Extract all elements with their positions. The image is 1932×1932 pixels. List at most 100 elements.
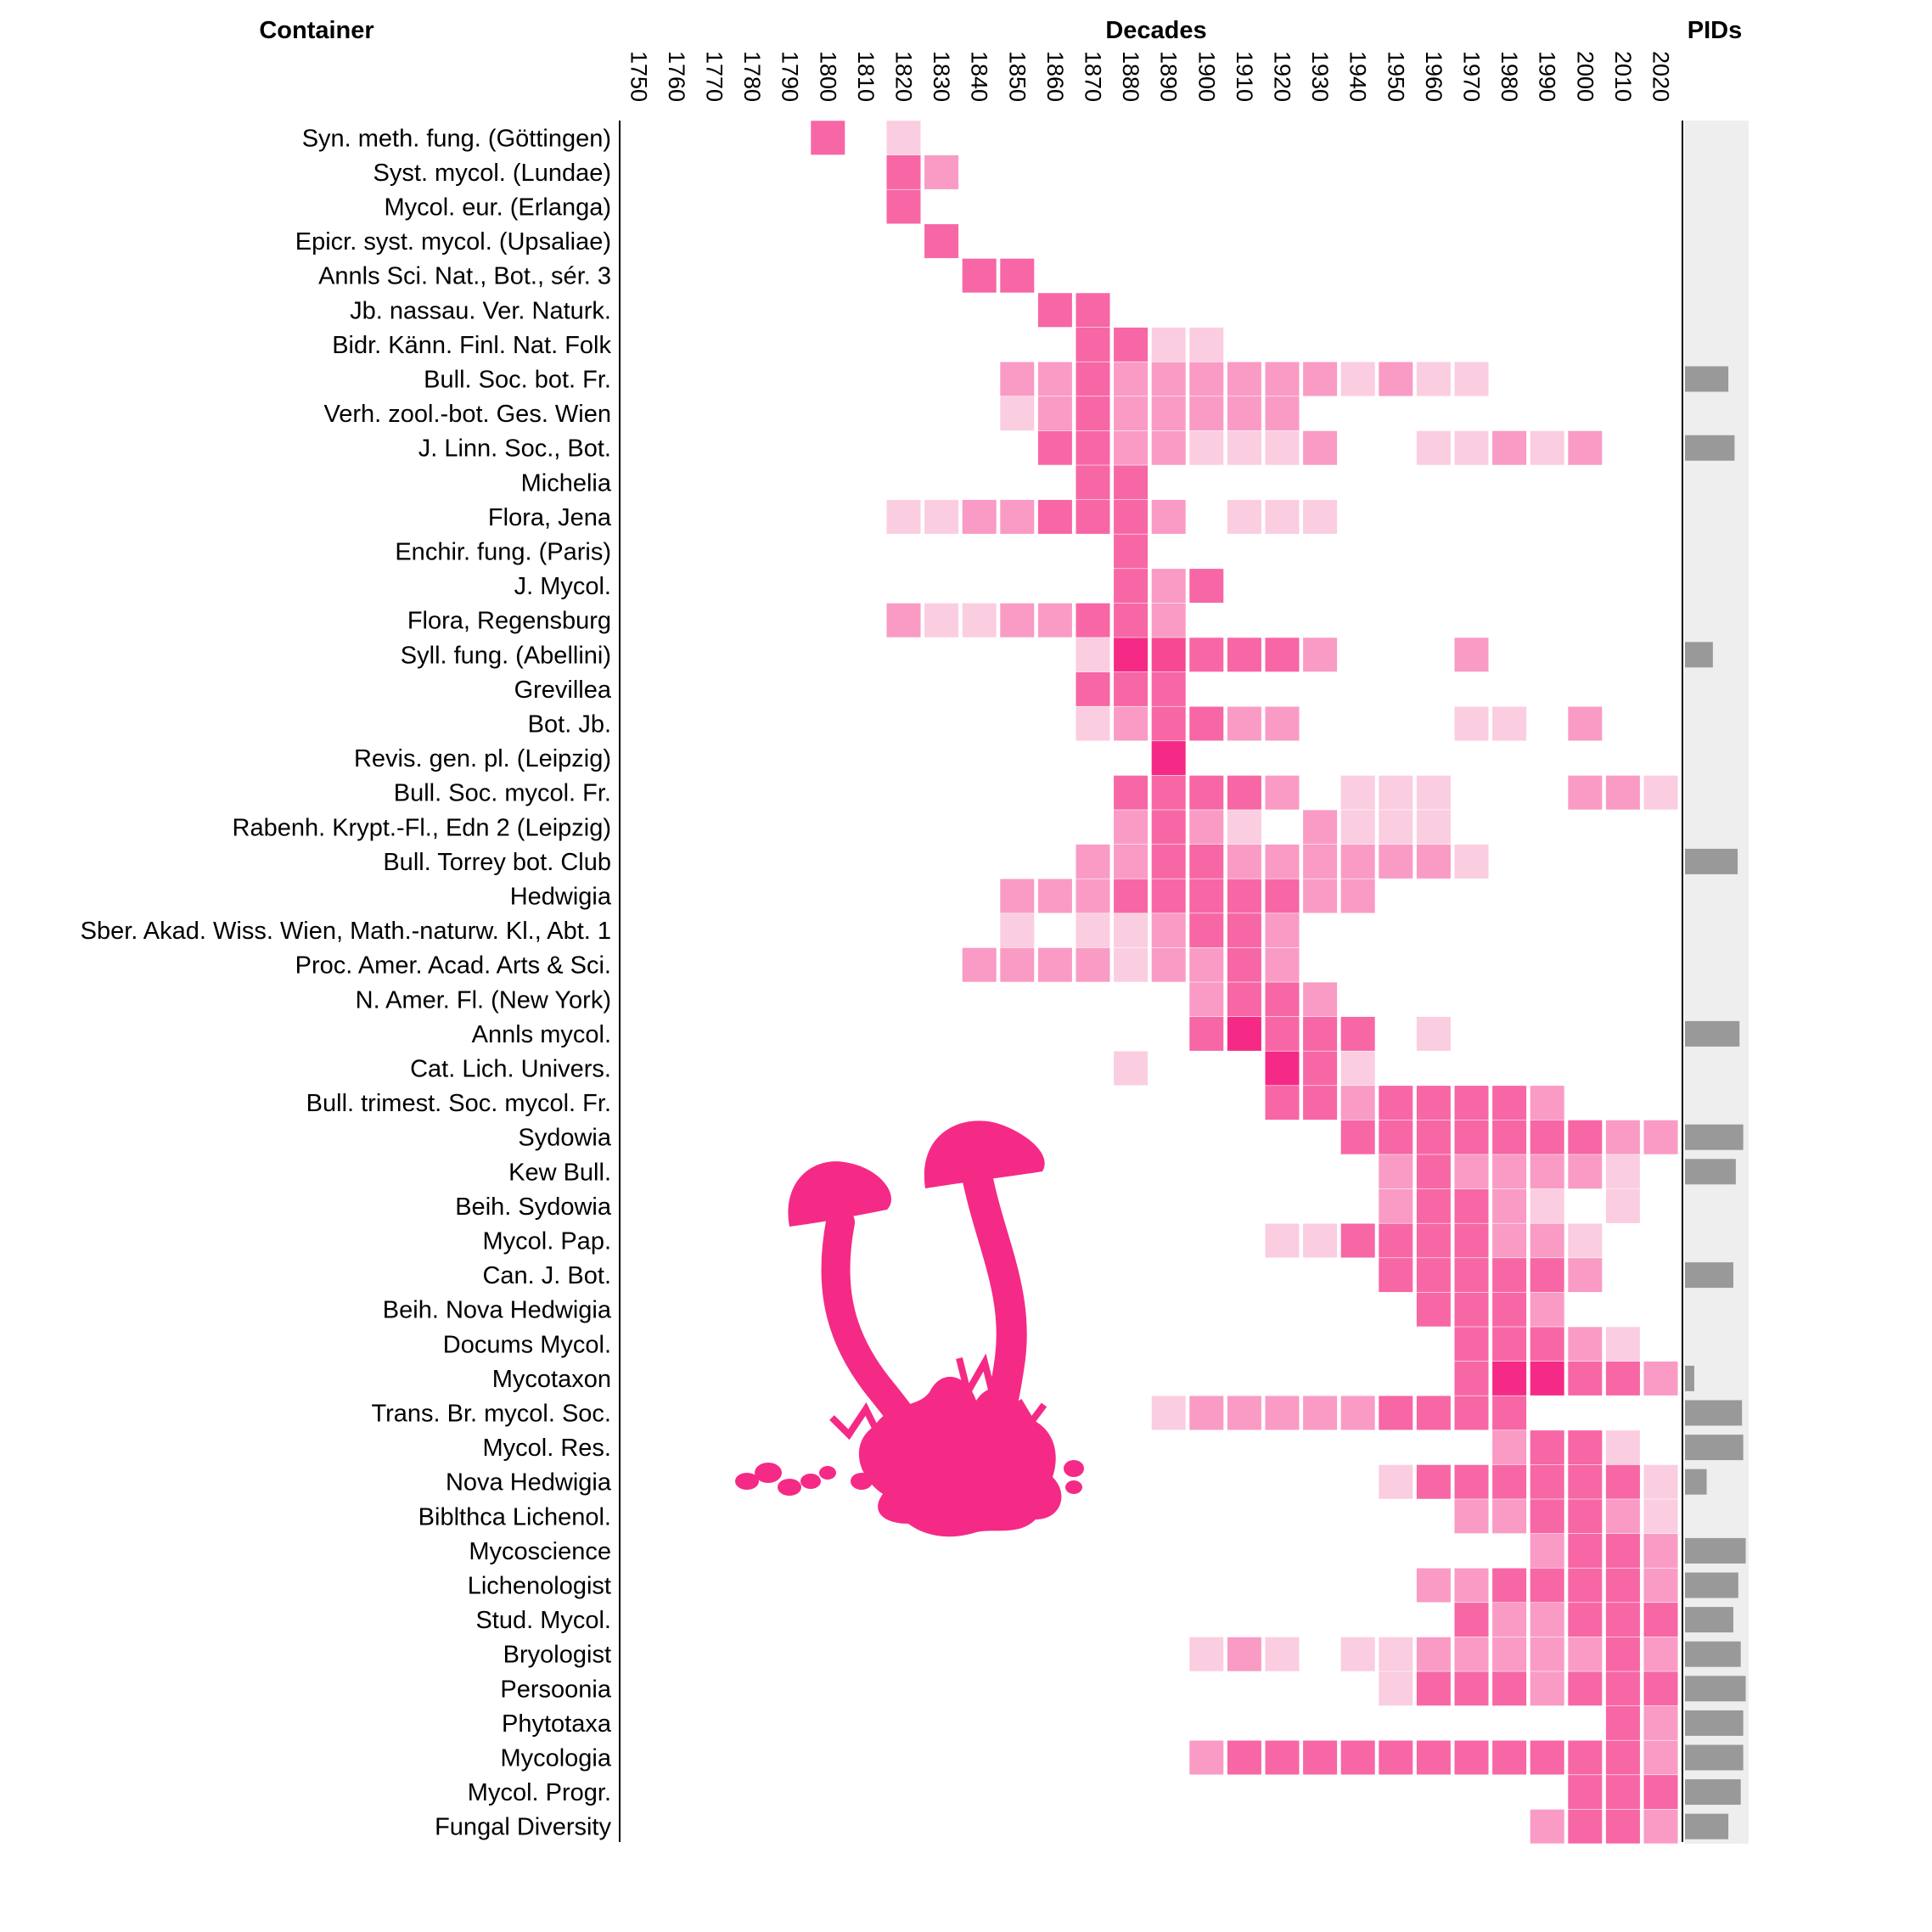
decade-label-1900: 1900 <box>1193 51 1219 102</box>
heatmap-cell <box>1643 1568 1678 1603</box>
heatmap-cell <box>1530 1361 1564 1396</box>
pid-bar <box>1685 1469 1707 1495</box>
heatmap-cell <box>1340 879 1375 913</box>
heatmap-cell <box>1227 706 1261 741</box>
heatmap-cell <box>1303 1223 1338 1258</box>
pid-bar <box>1685 1400 1743 1426</box>
heatmap-cell <box>1151 741 1186 776</box>
heatmap-cell <box>1151 947 1186 982</box>
decade-label-1910: 1910 <box>1232 51 1257 102</box>
heatmap-cell <box>1189 844 1224 879</box>
decade-label-1870: 1870 <box>1081 51 1106 102</box>
decade-label-1980: 1980 <box>1497 51 1522 102</box>
heatmap-cell <box>1114 879 1149 913</box>
heatmap-cell <box>1000 603 1035 637</box>
heatmap-cell <box>1037 293 1072 328</box>
heatmap-cell <box>1189 362 1224 396</box>
heatmap-cell <box>1454 1258 1489 1293</box>
row-label: Flora, Jena <box>488 504 612 531</box>
heatmap-cell <box>1303 499 1338 534</box>
row-label: Bull. Soc. bot. Fr. <box>424 367 611 394</box>
pid-bar <box>1685 1779 1741 1806</box>
heatmap-cell <box>1076 499 1110 534</box>
heatmap-cell <box>1151 430 1186 465</box>
heatmap-cell <box>1643 1603 1678 1637</box>
heatmap-cell <box>1568 430 1603 465</box>
moss-fronds <box>829 1353 1047 1441</box>
heatmap-cell <box>1568 1603 1603 1637</box>
heatmap-cell <box>1530 1568 1564 1603</box>
heatmap-cell <box>1189 1396 1224 1430</box>
decade-label-2000: 2000 <box>1572 51 1598 102</box>
decade-label-2010: 2010 <box>1610 51 1636 102</box>
heatmap-cell <box>1265 1051 1300 1086</box>
heatmap-cell <box>1454 1671 1489 1706</box>
heatmap-cell <box>1454 637 1489 672</box>
heatmap-cell <box>1530 1188 1564 1223</box>
decade-label-1760: 1760 <box>664 51 689 102</box>
pid-bar <box>1685 1537 1746 1564</box>
heatmap-cell <box>1454 1637 1489 1671</box>
heatmap-cell <box>924 224 959 259</box>
pid-bar <box>1685 1020 1740 1047</box>
heatmap-cell <box>1189 706 1224 741</box>
heatmap-cell <box>1454 1292 1489 1327</box>
moss-clump <box>858 1376 1062 1537</box>
heatmap-cell <box>1265 982 1300 1017</box>
heatmap-cell <box>1151 362 1186 396</box>
heatmap-cell <box>1568 775 1603 810</box>
pid-bar <box>1685 1607 1733 1633</box>
row-label: Cat. Lich. Univers. <box>410 1056 611 1083</box>
heatmap-cell <box>1530 1258 1564 1293</box>
row-label: Beih. Sydowia <box>455 1193 612 1221</box>
heatmap-cell <box>1076 913 1110 948</box>
pid-bar <box>1685 1710 1744 1736</box>
row-label: Docums Mycol. <box>443 1331 611 1358</box>
heatmap-cell <box>1454 706 1489 741</box>
row-label: Proc. Amer. Acad. Arts & Sci. <box>295 952 611 980</box>
heatmap-cell <box>1265 362 1300 396</box>
heatmap-cell <box>1340 844 1375 879</box>
heatmap-cell <box>1265 499 1300 534</box>
pebbles <box>735 1460 1084 1531</box>
heatmap-cell <box>1114 465 1149 500</box>
heatmap-cell <box>1530 1603 1564 1637</box>
heatmap-cell <box>1379 844 1413 879</box>
decade-label-1930: 1930 <box>1307 51 1333 102</box>
decade-label-1990: 1990 <box>1535 51 1560 102</box>
pid-bar <box>1685 1572 1738 1598</box>
heatmap-cell <box>962 947 997 982</box>
heatmap-cell <box>1114 844 1149 879</box>
heatmap-cell <box>1189 327 1224 362</box>
heatmap-cell <box>1568 1637 1603 1671</box>
row-label: Syn. meth. fung. (Göttingen) <box>302 125 611 152</box>
heatmap-cell <box>1114 913 1149 948</box>
heatmap-cell <box>1605 1533 1640 1568</box>
heatmap-cell <box>1416 1740 1451 1775</box>
heatmap-cell <box>1114 362 1149 396</box>
heatmap-cell <box>1454 1396 1489 1430</box>
heatmap-cell <box>1151 603 1186 637</box>
heatmap-cell <box>1605 1809 1640 1844</box>
heatmap-cell <box>1189 913 1224 948</box>
heatmap-cell <box>1265 879 1300 913</box>
heatmap-cell <box>1454 1188 1489 1223</box>
row-label: Bidr. Känn. Finl. Nat. Folk <box>332 332 611 359</box>
mushroom-cap-right <box>924 1120 1045 1188</box>
heatmap-cell <box>1114 671 1149 706</box>
pid-bar <box>1685 1744 1744 1771</box>
heatmap-cell <box>1189 396 1224 431</box>
heatmap-cell <box>1605 1499 1640 1534</box>
heatmap-cell <box>1605 1361 1640 1396</box>
heatmap-cell <box>886 499 921 534</box>
heatmap-cell <box>1037 499 1072 534</box>
heatmap-cell <box>1492 1258 1527 1293</box>
heatmap-cell <box>1643 1637 1678 1671</box>
heatmap-cell <box>1492 1120 1527 1154</box>
heatmap-cell <box>1416 1223 1451 1258</box>
heatmap-cell <box>1416 810 1451 845</box>
heatmap-cell <box>1530 1499 1564 1534</box>
heatmap-cell <box>1037 430 1072 465</box>
heatmap-cell <box>1605 1705 1640 1740</box>
heatmap-cell <box>1189 430 1224 465</box>
